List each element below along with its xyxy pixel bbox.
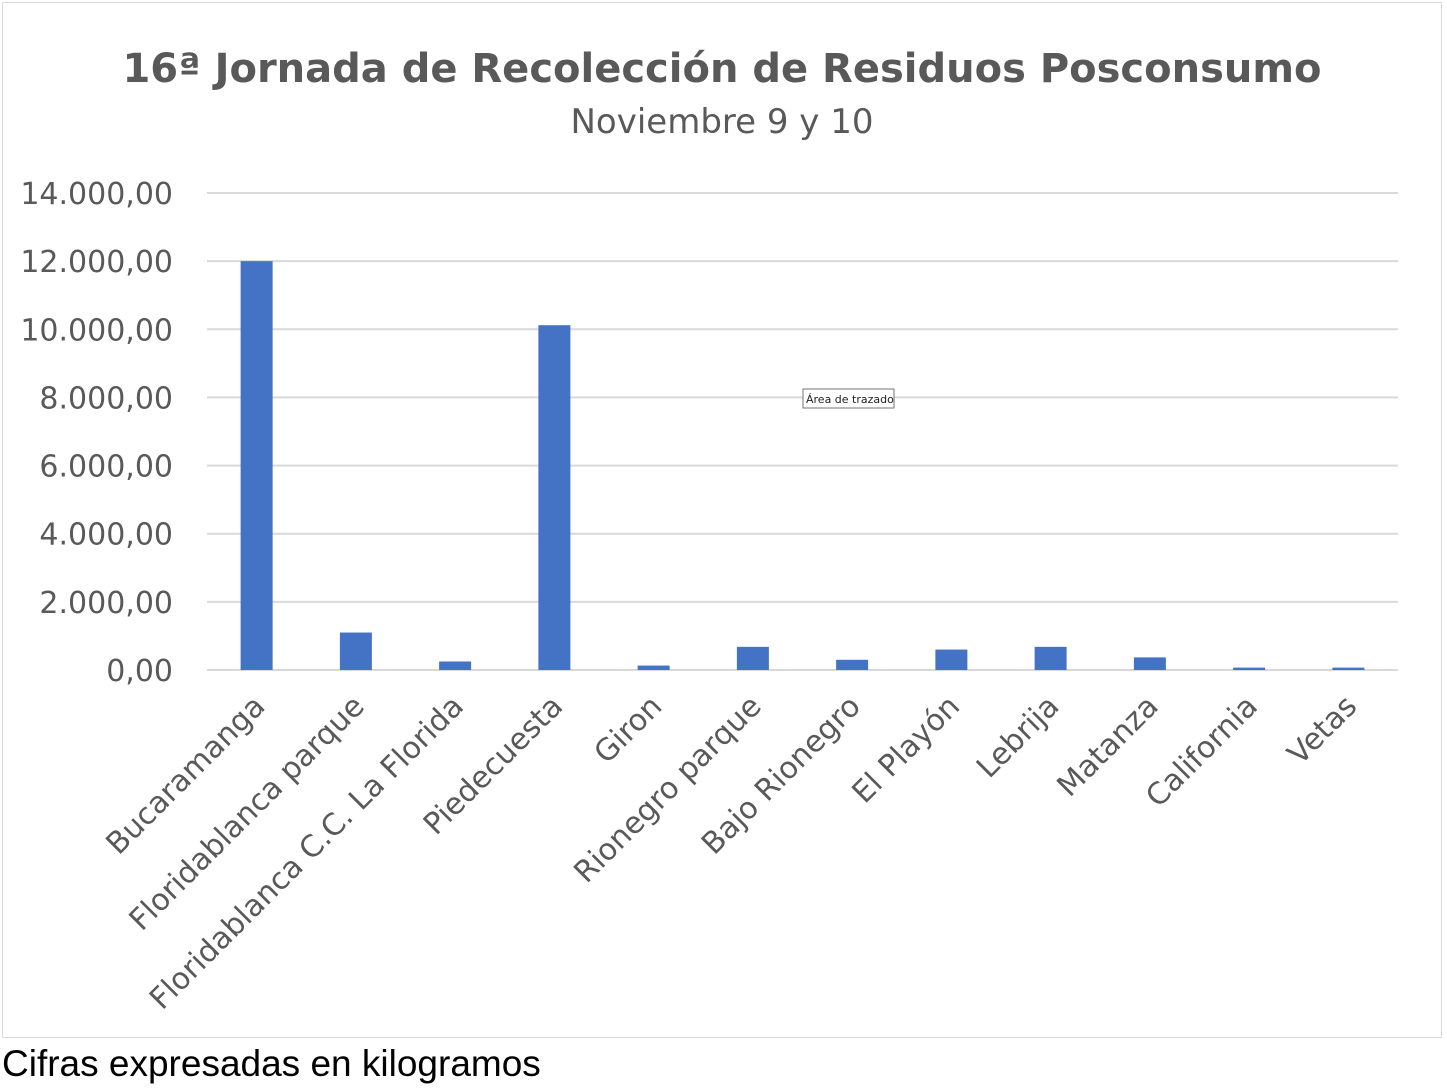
bar — [836, 659, 869, 670]
bar — [240, 261, 273, 670]
bar — [935, 649, 968, 670]
category-label: Rionegro parque — [567, 689, 768, 890]
chart-frame: 16ª Jornada de Recolección de Residuos P… — [2, 2, 1442, 1038]
y-tick-label: 0,00 — [106, 654, 173, 689]
bar — [439, 661, 472, 670]
bar — [1034, 646, 1067, 670]
y-tick-label: 8.000,00 — [39, 381, 173, 416]
category-label: Vetas — [1281, 689, 1364, 772]
bar — [339, 632, 372, 670]
footnote: Cifras expresadas en kilogramos — [2, 1043, 541, 1084]
chart-svg: 16ª Jornada de Recolección de Residuos P… — [20, 46, 1398, 1017]
bar — [637, 665, 670, 670]
plot-area-tooltip: Área de trazado — [802, 388, 895, 409]
y-tick-label: 10.000,00 — [20, 313, 173, 348]
bar — [538, 325, 571, 670]
bar — [1233, 667, 1266, 670]
y-tick-label: 12.000,00 — [20, 245, 173, 280]
bars — [240, 261, 1365, 670]
y-tick-label: 2.000,00 — [39, 586, 173, 621]
y-axis-ticks: 0,00 2.000,00 4.000,00 6.000,00 8.000,00 10.0… — [20, 177, 173, 689]
bar — [1332, 667, 1365, 670]
category-label: Lebrija — [970, 689, 1066, 785]
category-label: El Playón — [846, 689, 967, 810]
y-tick-label: 6.000,00 — [39, 450, 173, 485]
y-tick-label: 4.000,00 — [39, 518, 173, 553]
chart-title: 16ª Jornada de Recolección de Residuos P… — [122, 46, 1321, 92]
bar — [1133, 657, 1166, 670]
chart-subtitle: Noviembre 9 y 10 — [570, 102, 873, 142]
tooltip-background — [802, 388, 895, 409]
gridlines — [207, 192, 1398, 671]
tooltip-text: Área de trazado — [806, 393, 894, 406]
category-label: Giron — [588, 689, 670, 771]
bar — [736, 646, 769, 670]
y-tick-label: 14.000,00 — [20, 177, 173, 212]
